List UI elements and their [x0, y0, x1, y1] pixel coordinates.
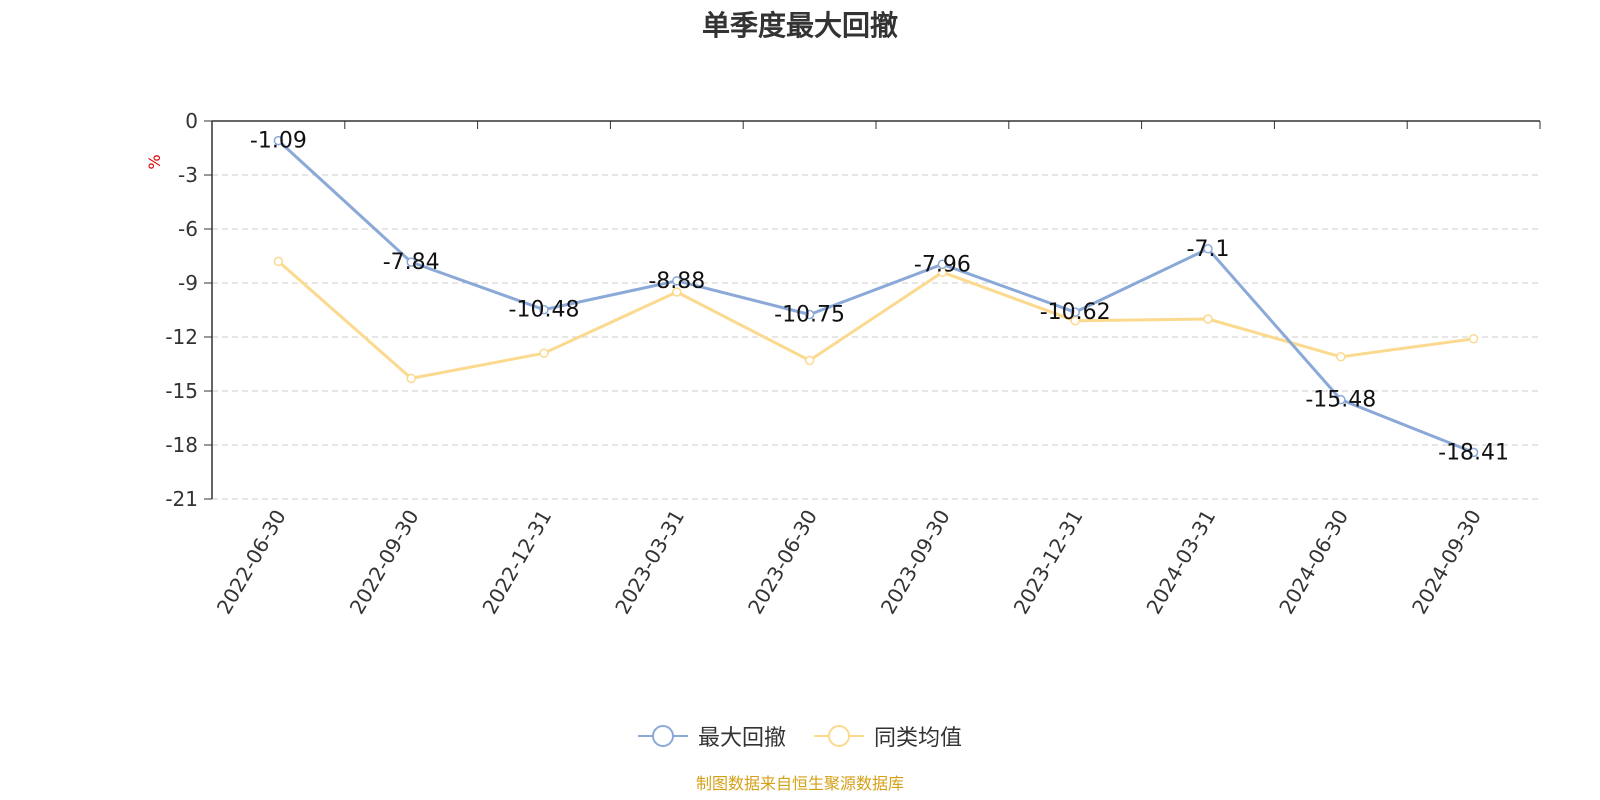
data-label: -7.1	[1187, 237, 1230, 262]
y-tick-label: -6	[178, 217, 198, 241]
x-tick-label: 2022-09-30	[345, 506, 424, 619]
x-tick-label: 2024-03-31	[1141, 506, 1220, 619]
y-tick-label: 0	[185, 109, 198, 133]
source-footer: 制图数据来自恒生聚源数据库	[695, 774, 904, 793]
data-point-series2	[1468, 334, 1479, 344]
data-point-series1	[406, 257, 416, 267]
legend-item-series2[interactable]: 同类均值	[814, 720, 962, 752]
y-tick-label: -21	[165, 487, 198, 511]
data-point-series1	[273, 135, 284, 146]
legend-marker-series2-icon	[814, 725, 864, 747]
data-point-series2	[406, 373, 416, 384]
data-point-series2	[273, 256, 284, 267]
series-line-2	[277, 260, 1474, 380]
x-tick-label: 2024-09-30	[1407, 506, 1486, 619]
data-point-series2	[672, 287, 682, 297]
data-point-series1	[937, 259, 948, 270]
data-label: -8.88	[648, 269, 705, 294]
data-point-series1	[1468, 447, 1479, 458]
data-label: -15.48	[1305, 388, 1376, 413]
data-point-series2	[804, 355, 815, 366]
x-tick-label: 2022-06-30	[212, 506, 291, 619]
data-label: -10.75	[774, 303, 845, 328]
data-label: -10.48	[509, 298, 580, 323]
data-point-series1	[672, 276, 682, 286]
y-tick-label: -12	[165, 325, 198, 349]
data-point-series1	[804, 309, 815, 320]
legend-marker-series1-icon	[637, 725, 688, 747]
legend-label-series1: 最大回撤	[697, 726, 786, 751]
data-point-series1	[1336, 394, 1346, 405]
data-label: -7.96	[914, 252, 971, 277]
data-label: -10.62	[1040, 300, 1111, 325]
x-tick-label: 2023-09-30	[876, 506, 955, 619]
legend: 最大回撤 同类均值	[0, 720, 1600, 752]
legend-item-series1[interactable]: 最大回撤	[637, 720, 786, 752]
data-point-series2	[539, 348, 549, 358]
data-point-series1	[1070, 307, 1080, 317]
data-label: -18.41	[1438, 440, 1509, 465]
legend-label-series2: 同类均值	[874, 726, 963, 751]
chart-title: 单季度最大回撤	[701, 9, 898, 42]
y-tick-label: -9	[178, 271, 198, 295]
x-tick-label: 2023-03-31	[610, 506, 689, 619]
data-point-series1	[539, 304, 549, 315]
series-line-1	[277, 139, 1475, 454]
data-point-series1	[1203, 244, 1213, 254]
x-tick-label: 2023-12-31	[1009, 506, 1088, 619]
x-tick-label: 2022-12-31	[477, 506, 556, 619]
y-tick-label: -18	[165, 433, 198, 457]
data-point-series2	[1203, 314, 1213, 324]
x-tick-label: 2023-06-30	[743, 506, 822, 619]
y-tick-label: -3	[178, 163, 198, 187]
data-label: -1.09	[250, 129, 307, 154]
y-tick-label: -15	[165, 379, 198, 403]
x-tick-label: 2024-06-30	[1274, 506, 1353, 619]
y-axis-unit-label: %	[145, 154, 164, 169]
data-label: -7.84	[383, 250, 440, 275]
data-point-series2	[1336, 352, 1346, 362]
